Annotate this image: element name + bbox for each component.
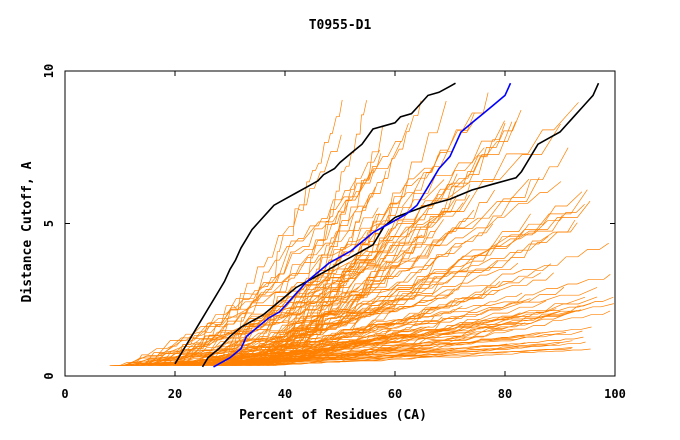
model-curve (237, 318, 480, 366)
model-curve (180, 222, 578, 366)
x-tick-label: 20 (168, 387, 182, 401)
y-tick-label: 0 (42, 372, 56, 379)
model-curve (229, 255, 439, 366)
series-line-2 (201, 82, 600, 368)
model-curve (245, 219, 444, 366)
model-curve (162, 123, 409, 366)
model-curve (180, 272, 542, 366)
model-curve (135, 123, 561, 366)
axis-ticks: 0 20 40 60 80 100 0 5 10 (42, 64, 626, 401)
model-curve (119, 242, 609, 366)
chart-title: T0955-D1 (309, 18, 372, 33)
model-curve (262, 154, 439, 366)
x-tick-label: 80 (498, 387, 512, 401)
model-curve (122, 262, 519, 366)
series-line-3 (213, 82, 512, 368)
model-curve (202, 153, 382, 366)
x-tick-label: 0 (61, 387, 68, 401)
model-curve (273, 212, 380, 366)
model-curve (212, 99, 343, 366)
model-curve (186, 92, 489, 366)
y-tick-label: 10 (42, 64, 56, 78)
model-curve (159, 282, 416, 366)
model-curve (126, 141, 402, 366)
model-curve (245, 310, 611, 366)
y-tick-label: 5 (42, 220, 56, 227)
model-curve (187, 113, 475, 366)
model-curve (265, 195, 370, 366)
model-curve (231, 281, 501, 366)
model-curve (216, 229, 437, 366)
model-curve (158, 147, 485, 366)
model-curve (112, 207, 379, 366)
x-axis-label: Percent of Residues (CA) (239, 408, 427, 423)
model-curve (221, 336, 584, 366)
model-curve (233, 189, 495, 366)
model-curve (231, 300, 547, 366)
model-curve (174, 312, 521, 366)
model-curve (115, 177, 540, 366)
series-line-1 (174, 82, 456, 365)
model-curve (239, 347, 573, 366)
model-curve (174, 134, 342, 366)
x-tick-label: 100 (604, 387, 626, 401)
model-curve (148, 149, 381, 366)
model-curve (268, 147, 569, 366)
model-curve (225, 286, 565, 366)
plot-curves (109, 82, 614, 368)
y-axis-label: Distance Cutoff, A (20, 161, 35, 302)
x-tick-label: 60 (388, 387, 402, 401)
x-tick-label: 40 (278, 387, 292, 401)
model-curve (256, 173, 458, 366)
